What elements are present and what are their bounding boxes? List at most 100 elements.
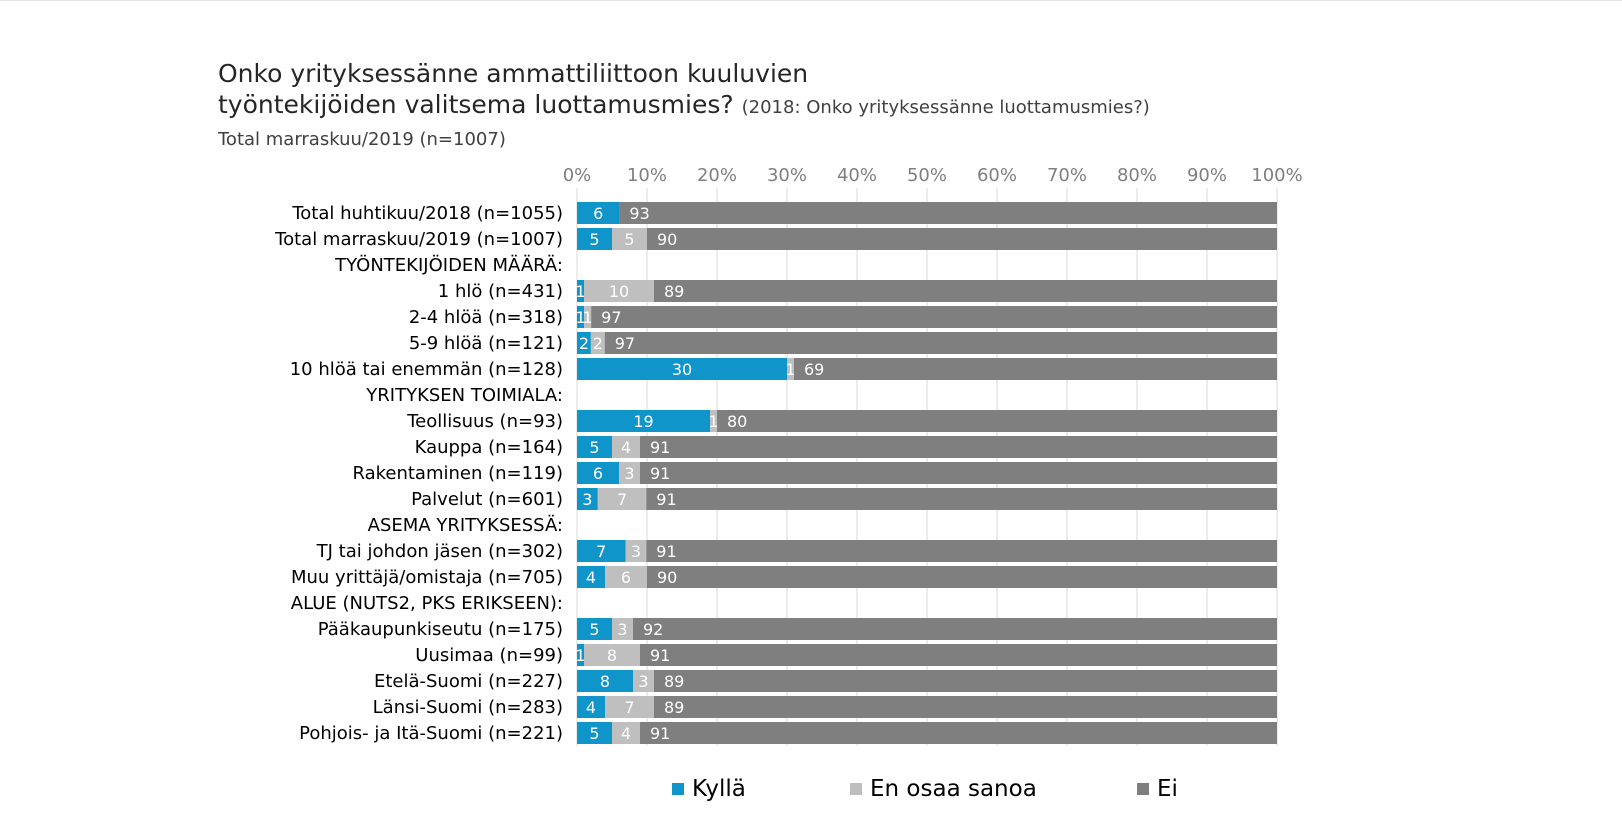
data-label: 2 [593,334,603,353]
group-header: TYÖNTEKIJÖIDEN MÄÄRÄ: [334,254,563,276]
group-header: ALUE (NUTS2, PKS ERIKSEEN): [291,593,563,614]
category-label: Palvelut (n=601) [411,489,563,510]
category-label: Pääkaupunkiseutu (n=175) [318,619,563,640]
bar-segment-en-osaa-sanoa [605,696,654,718]
bar-row: 5 5 90 [577,228,1277,250]
legend-item: Kyllä [672,776,746,802]
data-label: 5 [589,620,599,639]
legend-item: En osaa sanoa [850,776,1037,802]
bar-segment-en-osaa-sanoa [612,722,640,744]
bar-segment-en-osaa-sanoa [633,670,654,692]
bar-segment-kylla [577,202,620,224]
x-tick-label: 80% [1117,165,1157,186]
bar-row: 19 1 80 [577,410,1277,432]
group-header: YRITYKSEN TOIMIALA: [365,385,563,406]
data-label: 10 [609,282,629,301]
bar-segment-ei [654,280,1277,302]
bar-row: 3 7 91 [577,488,1277,510]
category-label: 10 hlöä tai enemmän (n=128) [290,359,563,380]
stacked-bar-chart: 0% 10% 20% 30% 40% 50% 60% 70% 80% 90% 100% 6 935 5 9… [274,165,1303,746]
top-divider [0,0,1622,1]
data-label: 97 [615,334,635,353]
x-tick-label: 10% [627,165,667,186]
bar-segment-ei [633,618,1277,640]
data-label: 5 [589,230,599,249]
category-label: Muu yrittäjä/omistaja (n=705) [291,567,563,588]
bar-segment-kylla [577,644,584,666]
bar-row: 5 4 91 [577,436,1277,458]
x-tick-label: 60% [977,165,1017,186]
bar-segment-ei [640,436,1277,458]
data-label: 3 [617,620,627,639]
bar-row: 4 6 90 [577,566,1277,588]
bar-segment-en-osaa-sanoa [787,358,794,380]
category-label: 5-9 hlöä (n=121) [409,333,563,354]
bar-segment-ei [604,332,1277,354]
category-label: 2-4 hlöä (n=318) [409,307,563,328]
bar-segment-en-osaa-sanoa [619,462,640,484]
bar-segment-en-osaa-sanoa [584,644,640,666]
legend-swatch [1137,783,1149,795]
data-label: 4 [586,568,596,587]
x-tick-label: 70% [1047,165,1087,186]
category-label: Etelä-Suomi (n=227) [374,671,563,692]
bar-segment-ei [640,644,1277,666]
x-tick-label: 100% [1251,165,1302,186]
bar-segment-ei [647,228,1277,250]
category-label: Rakentaminen (n=119) [352,463,563,484]
bar-segment-ei [591,306,1277,328]
data-label: 6 [593,204,603,223]
data-label: 7 [596,542,606,561]
legend-label: Ei [1157,776,1178,802]
data-label: 19 [633,412,653,431]
bar-segment-en-osaa-sanoa [625,540,647,562]
data-label: 91 [656,490,676,509]
data-label: 8 [607,646,617,665]
data-label: 3 [631,542,641,561]
legend-item: Ei [1137,776,1178,802]
data-label: 80 [727,412,747,431]
data-label: 1 [785,360,795,379]
data-label: 5 [624,230,634,249]
x-tick-label: 0% [563,165,592,186]
data-label: 3 [624,464,634,483]
category-label: Total huhtikuu/2018 (n=1055) [291,203,563,224]
data-label: 69 [804,360,824,379]
data-label: 91 [650,438,670,457]
legend-label: En osaa sanoa [870,776,1037,802]
legend-swatch [850,783,862,795]
data-label: 1 [575,308,585,327]
bar-segment-ei [654,696,1277,718]
category-label: 1 hlö (n=431) [438,281,563,302]
bar-row: 5 3 92 [577,618,1277,640]
x-tick-label: 50% [907,165,947,186]
data-label: 89 [664,698,684,717]
bar-segment-kylla [577,436,612,458]
legend-label: Kyllä [692,776,746,802]
bar-segment-ei [640,722,1277,744]
data-label: 89 [664,672,684,691]
data-label: 3 [638,672,648,691]
legend-swatch [672,783,684,795]
bar-segment-kylla [577,566,605,588]
bar-segment-ei [717,410,1277,432]
bar-segment-en-osaa-sanoa [612,618,633,640]
bar-segment-kylla [577,488,598,510]
bar-segment-ei [619,202,1277,224]
data-label: 5 [589,438,599,457]
data-label: 5 [589,724,599,743]
bar-segment-ei [646,540,1277,562]
data-label: 7 [617,490,627,509]
bar-segment-en-osaa-sanoa [710,410,717,432]
data-label: 1 [583,308,593,327]
category-label: Kauppa (n=164) [415,437,563,458]
legend: Kyllä En osaa sanoa Ei [0,776,1622,806]
bar-segment-ei [646,488,1277,510]
chart-title-note: (2018: Onko yrityksessänne luottamusmies… [741,97,1150,118]
bar-row: 4 7 89 [577,696,1277,718]
bar-segment-kylla [577,670,633,692]
chart-subtitle: Total marraskuu/2019 (n=1007) [218,129,506,150]
data-label: 93 [629,204,649,223]
bar-segment-en-osaa-sanoa [612,228,647,250]
